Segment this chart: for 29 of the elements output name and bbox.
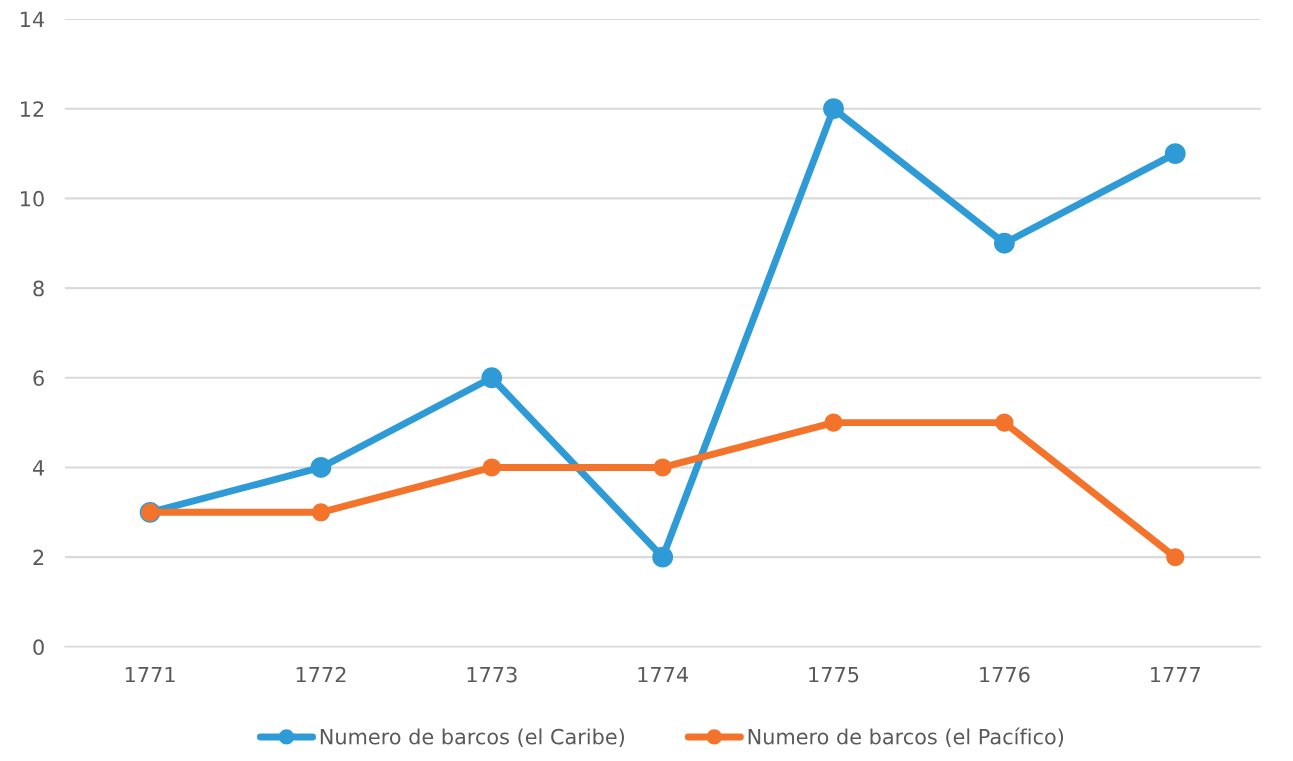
point: [311, 503, 330, 522]
y-tick-label: 12: [20, 101, 44, 117]
point: [482, 458, 501, 477]
x-tick-label: 1776: [980, 666, 1030, 683]
x-tick-label: 1777: [1151, 666, 1200, 683]
y-tick-label: 4: [32, 460, 45, 476]
point: [1164, 143, 1186, 164]
point: [481, 367, 503, 389]
y-tick-label: 6: [33, 370, 44, 386]
x-tick-label: 1772: [296, 666, 346, 683]
point: [310, 457, 332, 478]
y-tick-label: 8: [33, 280, 44, 297]
point: [653, 458, 672, 477]
point: [823, 98, 844, 120]
point: [995, 413, 1014, 432]
point: [652, 546, 674, 568]
x-tick-label: 1774: [638, 666, 688, 683]
legend-label: Numero de barcos (el Pacífico): [748, 727, 1064, 747]
x-tick-label: 1773: [467, 666, 517, 683]
y-tick-label: 10: [20, 190, 44, 207]
point: [824, 413, 843, 432]
y-tick-label: 2: [33, 549, 44, 566]
y-tick-label: 14: [20, 11, 45, 27]
legend-label: Numero de barcos (el Caribe): [320, 728, 624, 747]
x-tick-label: 1771: [125, 666, 175, 683]
y-tick-label: 0: [33, 639, 44, 656]
point: [993, 232, 1015, 254]
x-tick-label: 1775: [809, 666, 859, 683]
point: [1166, 548, 1185, 567]
